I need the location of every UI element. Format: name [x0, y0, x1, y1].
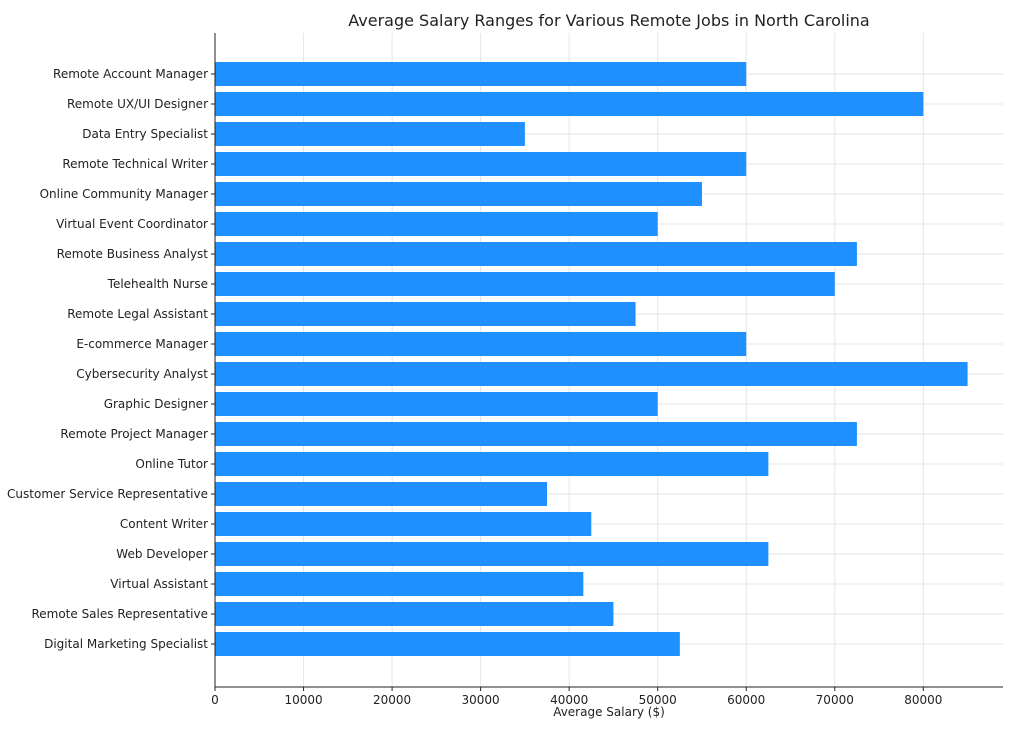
- x-tick-label: 50000: [639, 693, 677, 707]
- bar: [215, 242, 857, 266]
- bar: [215, 92, 924, 116]
- x-tick-label: 30000: [462, 693, 500, 707]
- bar: [215, 272, 835, 296]
- y-tick-label: Remote Sales Representative: [31, 607, 208, 621]
- y-tick-label: Virtual Event Coordinator: [56, 217, 208, 231]
- x-tick-label: 0: [211, 693, 219, 707]
- bar: [215, 302, 636, 326]
- y-tick-label: Remote Account Manager: [53, 67, 208, 81]
- x-tick-label: 10000: [284, 693, 322, 707]
- y-tick-label: Remote Technical Writer: [62, 157, 208, 171]
- x-axis-title: Average Salary ($): [553, 705, 665, 719]
- bar: [215, 182, 702, 206]
- y-tick-label: Data Entry Specialist: [82, 127, 208, 141]
- bar: [215, 542, 769, 566]
- bar: [215, 332, 747, 356]
- y-tick-label: Online Community Manager: [40, 187, 208, 201]
- x-tick-label: 80000: [904, 693, 942, 707]
- y-tick-label: Virtual Assistant: [110, 577, 208, 591]
- x-tick-label: 60000: [727, 693, 765, 707]
- y-tick-label: Telehealth Nurse: [107, 277, 208, 291]
- bar: [215, 482, 548, 506]
- y-tick-label: Remote Legal Assistant: [67, 307, 208, 321]
- bar: [215, 362, 968, 386]
- bar: [215, 632, 680, 656]
- bar: [215, 122, 525, 146]
- y-tick-label: Remote UX/UI Designer: [67, 97, 208, 111]
- y-tick-label: Cybersecurity Analyst: [76, 367, 208, 381]
- y-tick-label: E-commerce Manager: [76, 337, 208, 351]
- y-tick-label: Remote Project Manager: [60, 427, 208, 441]
- y-tick-label: Content Writer: [120, 517, 208, 531]
- bar: [215, 422, 857, 446]
- bar: [215, 212, 658, 236]
- bar: [215, 452, 769, 476]
- y-tick-label: Digital Marketing Specialist: [44, 637, 208, 651]
- x-tick-label: 40000: [550, 693, 588, 707]
- y-tick-label: Online Tutor: [135, 457, 208, 471]
- y-tick-label: Remote Business Analyst: [57, 247, 209, 261]
- x-tick-label: 70000: [816, 693, 854, 707]
- y-tick-label: Graphic Designer: [104, 397, 208, 411]
- bar: [215, 602, 614, 626]
- y-tick-label: Web Developer: [116, 547, 208, 561]
- bar: [215, 572, 584, 596]
- chart-title: Average Salary Ranges for Various Remote…: [348, 11, 869, 30]
- bar: [215, 392, 658, 416]
- y-tick-label: Customer Service Representative: [7, 487, 208, 501]
- bar: [215, 152, 747, 176]
- bar: [215, 512, 592, 536]
- x-tick-label: 20000: [373, 693, 411, 707]
- bar: [215, 62, 747, 86]
